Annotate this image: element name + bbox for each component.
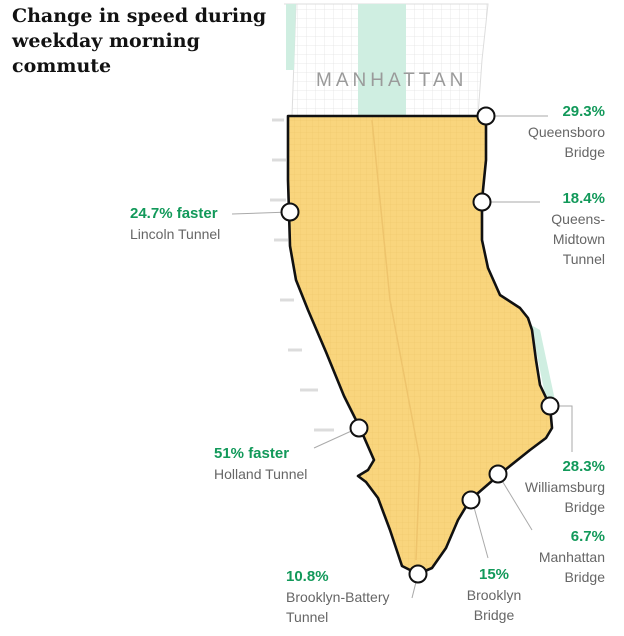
marker-holland [349, 418, 369, 438]
marker-queens-midtown [472, 192, 492, 212]
riverside-park [286, 4, 296, 70]
label-name: Bridge [564, 144, 605, 160]
label-name: Williamsburg [524, 479, 605, 495]
label-name: Holland Tunnel [214, 466, 308, 482]
label-manhattan: 6.7% Manhattan Bridge [520, 527, 605, 587]
label-value: 6.7% [570, 528, 605, 545]
label-value: 10.8% [286, 568, 329, 585]
label-brooklyn: 15% Brooklyn Bridge [454, 565, 534, 625]
label-value: 18.4% [562, 190, 605, 207]
label-queensboro: 29.3% Queensboro Bridge [510, 102, 605, 162]
marker-williamsburg [540, 396, 560, 416]
label-name: Manhattan [538, 549, 605, 565]
label-value: 28.3% [562, 458, 605, 475]
label-holland: 51% faster Holland Tunnel [214, 444, 307, 484]
label-name: Bridge [564, 499, 605, 515]
zone-street-grid [286, 114, 554, 576]
label-name: Bridge [564, 569, 605, 585]
label-name: Tunnel [562, 251, 605, 267]
label-name: Midtown [552, 231, 605, 247]
central-park [358, 4, 406, 116]
label-brooklyn-battery: 10.8% Brooklyn-Battery Tunnel [286, 567, 389, 627]
label-value: 15% [478, 566, 510, 583]
label-value: 24.7% faster [130, 205, 218, 222]
east-river-park [531, 325, 556, 410]
label-name: Brooklyn-Battery [286, 589, 390, 605]
region-label: MANHATTAN [316, 70, 468, 91]
label-name: Lincoln Tunnel [130, 226, 221, 242]
label-name: Queensboro [527, 124, 605, 140]
label-name: Bridge [473, 607, 515, 623]
label-lincoln: 24.7% faster Lincoln Tunnel [130, 204, 220, 244]
marker-lincoln [280, 202, 300, 222]
label-name: Brooklyn [466, 587, 522, 603]
label-queens-midtown: 18.4% Queens- Midtown Tunnel [510, 189, 605, 269]
marker-manhattan [488, 464, 508, 484]
label-williamsburg: 28.3% Williamsburg Bridge [505, 457, 605, 517]
label-value: 29.3% [562, 103, 605, 120]
west-piers [270, 118, 334, 432]
marker-brooklyn [461, 490, 481, 510]
label-name: Queens- [551, 211, 605, 227]
map-title: Change in speed during weekday morning c… [12, 5, 267, 77]
marker-queensboro [476, 106, 496, 126]
label-name: Tunnel [286, 609, 329, 625]
broadway [371, 119, 421, 561]
label-value: 51% faster [214, 445, 290, 462]
marker-brooklyn-battery [408, 564, 428, 584]
